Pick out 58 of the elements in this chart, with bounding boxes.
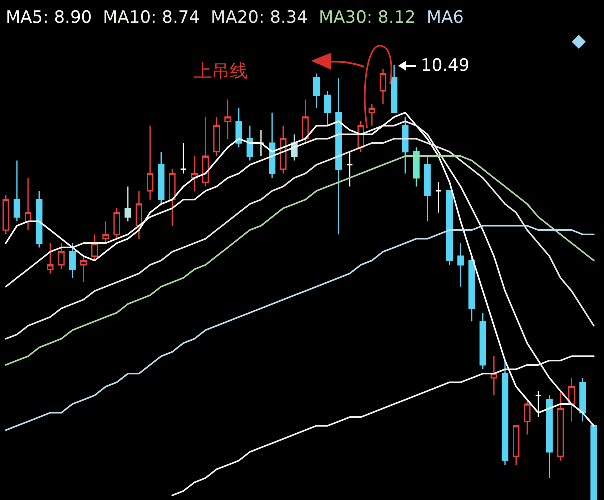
- candlestick: [169, 168, 176, 227]
- candlestick: [346, 151, 354, 188]
- candlestick: [258, 130, 265, 157]
- text: MA30: 8.12: [318, 7, 416, 29]
- candlestick: [380, 68, 387, 105]
- candlestick: [368, 104, 376, 126]
- candlestick: [158, 151, 165, 205]
- candlestick: [446, 190, 454, 266]
- candlestick: [324, 90, 332, 126]
- text: MA6: [426, 7, 464, 29]
- candlestick: [391, 65, 398, 114]
- candlestick: [136, 190, 143, 240]
- candlestick: [480, 312, 486, 370]
- candlestick: [69, 242, 76, 279]
- text: MA20: 8.34: [211, 7, 308, 29]
- candlestick: [146, 125, 154, 200]
- candlestick: [80, 256, 88, 284]
- candlestick: [546, 395, 553, 479]
- candlestick: [513, 425, 520, 466]
- candlestick: [557, 390, 564, 462]
- candlestick: [114, 208, 120, 240]
- candlestick: [24, 178, 32, 231]
- candlestick: [524, 399, 531, 436]
- candlestick: [224, 99, 232, 140]
- candlestick: [336, 77, 342, 236]
- candlestick: [124, 186, 132, 222]
- candlestick: [468, 256, 476, 322]
- candlestick: [269, 112, 276, 179]
- candlestick: [413, 147, 420, 188]
- candlestick: [246, 125, 254, 162]
- annotation: 上吊线: [194, 61, 248, 82]
- candlestick: [202, 116, 210, 188]
- candlestick: [47, 242, 54, 274]
- candlestick: [535, 390, 542, 418]
- text: MA5: 8.90: [6, 7, 92, 29]
- candlestick: [14, 160, 21, 222]
- text: MA10: 8.74: [103, 7, 200, 29]
- candlestick: [568, 378, 576, 422]
- candlestick: [313, 73, 320, 110]
- candlestick: [402, 116, 409, 174]
- candlestick: [36, 190, 43, 248]
- candlestick: [590, 425, 598, 500]
- candlestick: [58, 242, 65, 270]
- candlestick: [214, 116, 220, 157]
- candlestick: [458, 242, 464, 288]
- annotation: 10.49: [421, 56, 470, 76]
- candlestick: [2, 194, 10, 236]
- candlestick: [180, 142, 187, 174]
- candlestick: [502, 360, 509, 466]
- candlestick: [490, 356, 498, 396]
- candlestick: [435, 182, 442, 214]
- candlestick: [191, 156, 198, 192]
- candlestick: [424, 156, 431, 222]
- candlestick: [102, 221, 110, 244]
- candlestick: [236, 108, 242, 148]
- candlestick: [302, 99, 309, 144]
- candlestick: [92, 234, 98, 262]
- candlestick: [580, 378, 586, 422]
